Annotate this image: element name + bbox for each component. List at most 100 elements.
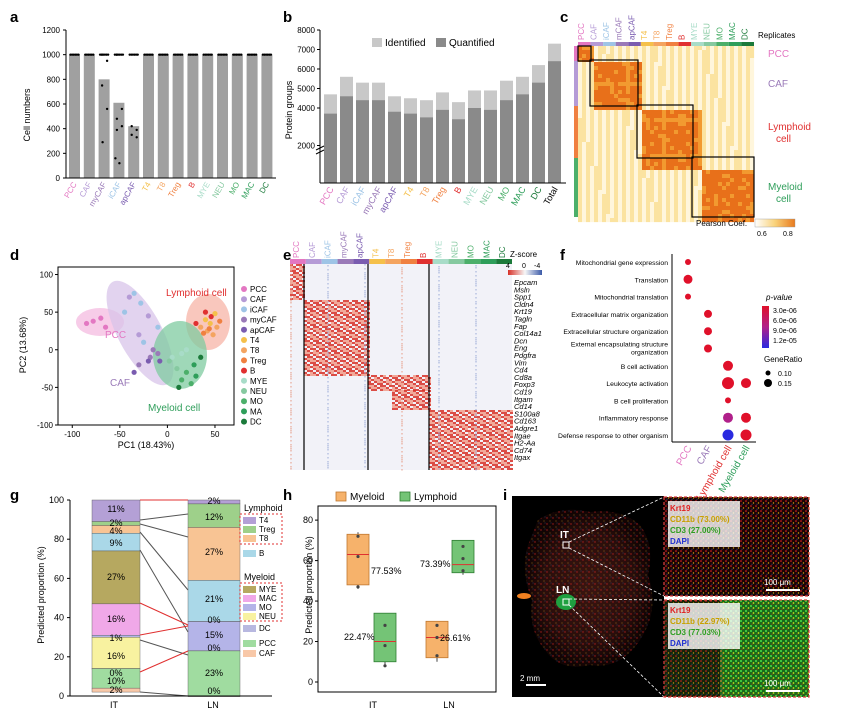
pca-point (183, 369, 190, 375)
panel-a-ytick: 200 (47, 149, 61, 158)
panel-a-bar (113, 102, 125, 178)
panel-a-ytick: 600 (47, 100, 61, 109)
panel-a-bar (128, 126, 140, 178)
pca-legend-item: MO (250, 397, 263, 406)
panel-b-bar-quantified (372, 100, 385, 183)
pca-group-pcc: PCC (105, 330, 126, 341)
panel-h-ylabel: Predicted proportion (%) (304, 536, 314, 634)
bottom-legend-cd11b: CD11b (22.97%) (670, 617, 730, 626)
panel-b-protein-groups: Protein groups 200040005000600070008000 … (284, 26, 566, 216)
gene-label: Adgre1 (513, 424, 538, 433)
go-dot (722, 429, 734, 441)
panel-letter-a: a (10, 9, 19, 26)
panel-h-ytick: 0 (308, 677, 313, 687)
panel-letter-h: h (283, 487, 292, 504)
pca-point (198, 324, 204, 330)
stack-segment (187, 621, 241, 652)
pca-point (150, 347, 156, 353)
panel-letter-e: e (283, 247, 291, 264)
panel-b-bar-quantified (452, 119, 465, 183)
pca-point (141, 339, 147, 345)
go-term: Leukocyte activation (606, 381, 668, 388)
legend-myeloid: Myeloid (350, 492, 384, 503)
annot-ln-lymphoid: 26.61% (440, 633, 471, 643)
panel-e-col-label: Treg (403, 242, 412, 258)
panel-a-xtick: MO (227, 181, 241, 197)
go-dot (685, 259, 691, 265)
stack-label-it: 16% (107, 614, 125, 624)
stack-label-it: 27% (107, 572, 125, 582)
pca-point (136, 362, 142, 368)
panel-c-col-label: B (678, 35, 687, 40)
panel-c-col-label: PCC (577, 23, 586, 40)
stack-label-it: 2% (109, 685, 122, 695)
go-term: Mitochondrial translation (594, 295, 668, 302)
gene-label: Cd8a (514, 373, 532, 382)
panel-a-xtick: B (187, 181, 197, 190)
panel-d-ytick: 100 (40, 271, 54, 280)
panel-d-ytick: 0 (49, 346, 54, 355)
panel-e-col-label: CAF (308, 242, 317, 258)
panel-a-bar (231, 54, 243, 178)
top-legend-cd11b: CD11b (73.00%) (670, 515, 730, 524)
go-dot (741, 412, 751, 423)
legend-item: Treg (259, 525, 275, 534)
panel-b-ytick: 6000 (297, 65, 315, 74)
pca-legend-item: NEU (250, 387, 267, 396)
panel-c-col-label: MYE (690, 23, 699, 40)
pca-point (145, 313, 151, 319)
gene-label: Vim (514, 358, 527, 367)
pca-point (126, 294, 132, 300)
gene-label: Col14a1 (514, 329, 542, 338)
gene-label: S100a8 (514, 409, 541, 418)
go-term: B cell proliferation (614, 398, 668, 405)
panel-d-xlabel: PC1 (18.43%) (118, 440, 175, 450)
panel-e-col-label: apCAF (355, 233, 364, 258)
legend-item: NEU (259, 612, 276, 621)
pca-group-myeloid: Myeloid cell (148, 403, 200, 414)
panel-c-col-label: T8 (652, 30, 661, 40)
group-label-pcc: PCC (768, 49, 789, 60)
panel-e-col-label: NEU (451, 241, 460, 258)
stack-label-ln: 0% (207, 643, 220, 653)
group-label-caf: CAF (768, 79, 788, 90)
panel-e-col-label: MO (466, 245, 475, 258)
panel-a-bar (202, 54, 214, 178)
panel-letter-g: g (10, 487, 19, 504)
panel-b-xtick: B (452, 185, 464, 195)
go-term-cont: organization (631, 350, 668, 357)
panel-a-xtick: Treg (166, 181, 182, 199)
stack-label-ln: 12% (205, 512, 223, 522)
pca-legend-item: T4 (250, 336, 260, 345)
panel-d-pca: PC2 (13.68%) PC1 (18.43%) -100 -50 0 50 -100… (18, 266, 277, 450)
pearson-legend-title: Pearson Coef. (696, 219, 747, 228)
panel-a-ylabel: Cell numbers (22, 88, 32, 142)
pca-point (217, 318, 223, 324)
panel-h-boxplot: Predicted proportion (%) 0 20 40 60 80 Myelo… (303, 491, 497, 710)
pca-legend-item: B (250, 367, 255, 376)
scale-inset-bottom: 100 μm (764, 679, 791, 688)
panel-letter-d: d (10, 247, 19, 264)
pvalue-tick-3: 1.2e-05 (773, 338, 797, 345)
panel-e-col-label: B (419, 253, 428, 258)
panel-g-ytick: 20 (54, 652, 64, 662)
stack-label-it: 10% (107, 676, 125, 686)
pca-point (131, 369, 137, 375)
legend-lymphoid-title: Lymphoid (244, 503, 283, 513)
panel-b-xtick: DC (529, 185, 544, 202)
panel-c-col-label: T4 (640, 30, 649, 40)
pca-point (155, 350, 161, 357)
panel-c-col-label: apCAF (627, 15, 636, 40)
panel-g-x-LN: LN (207, 700, 219, 710)
pca-point (206, 326, 212, 332)
gene-label: Foxp3 (514, 380, 536, 389)
panel-b-ytick: 7000 (297, 46, 315, 55)
pca-point (131, 290, 137, 296)
panel-f-go-dotplot: Mitochondrial gene expression Translation… (558, 254, 803, 502)
pca-point (202, 317, 209, 323)
panel-c-col-label: MAC (728, 22, 737, 40)
top-legend-krt19: Krt19 (670, 504, 691, 513)
panel-h-ytick: 60 (303, 556, 313, 566)
pca-point (207, 320, 213, 327)
